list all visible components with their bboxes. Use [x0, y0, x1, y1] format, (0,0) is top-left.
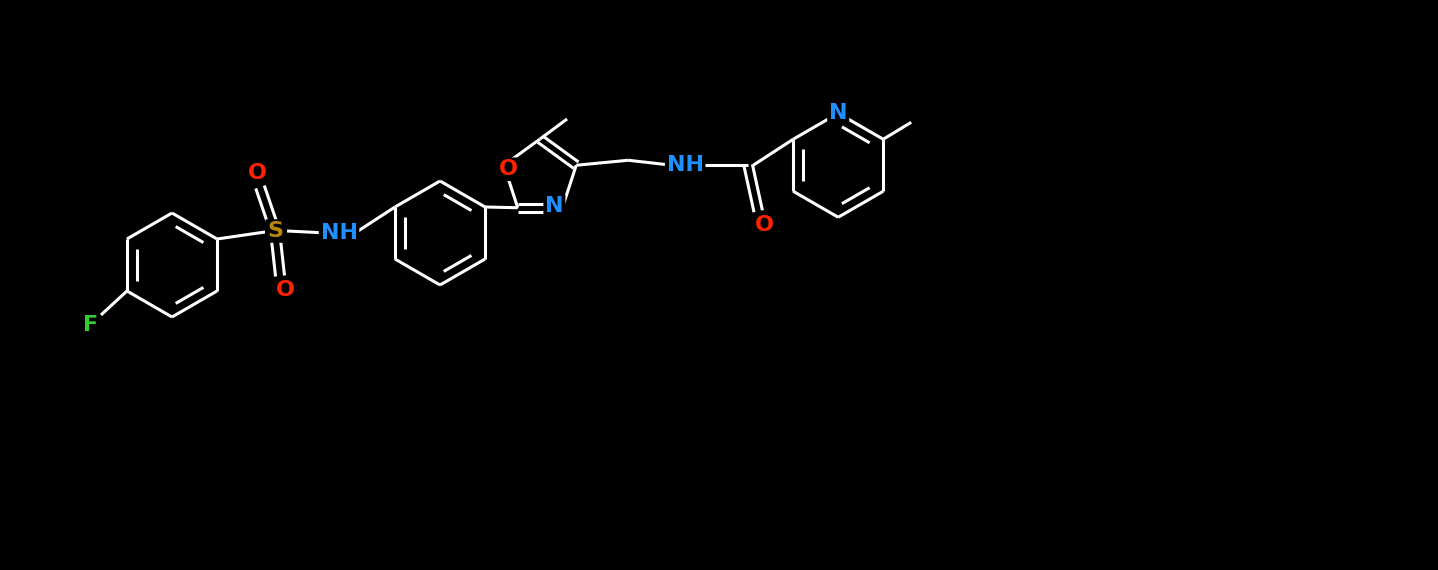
Text: O: O: [247, 163, 266, 183]
Text: S: S: [267, 221, 283, 241]
Text: O: O: [499, 159, 518, 179]
Text: NH: NH: [321, 223, 358, 243]
Text: O: O: [755, 215, 774, 235]
Text: NH: NH: [667, 155, 703, 175]
Text: O: O: [276, 280, 295, 300]
Text: N: N: [828, 103, 847, 123]
Text: F: F: [83, 315, 99, 335]
Text: N: N: [545, 196, 564, 215]
